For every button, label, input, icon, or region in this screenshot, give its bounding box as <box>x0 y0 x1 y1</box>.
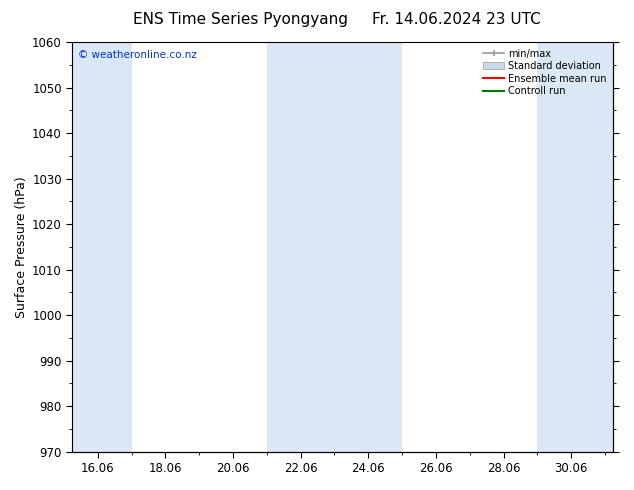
Bar <box>267 42 402 452</box>
Text: ENS Time Series Pyongyang: ENS Time Series Pyongyang <box>133 12 349 27</box>
Text: Fr. 14.06.2024 23 UTC: Fr. 14.06.2024 23 UTC <box>372 12 541 27</box>
Y-axis label: Surface Pressure (hPa): Surface Pressure (hPa) <box>15 176 28 318</box>
Bar <box>538 42 614 452</box>
Bar <box>72 42 131 452</box>
Legend: min/max, Standard deviation, Ensemble mean run, Controll run: min/max, Standard deviation, Ensemble me… <box>481 47 609 98</box>
Text: © weatheronline.co.nz: © weatheronline.co.nz <box>78 50 197 60</box>
